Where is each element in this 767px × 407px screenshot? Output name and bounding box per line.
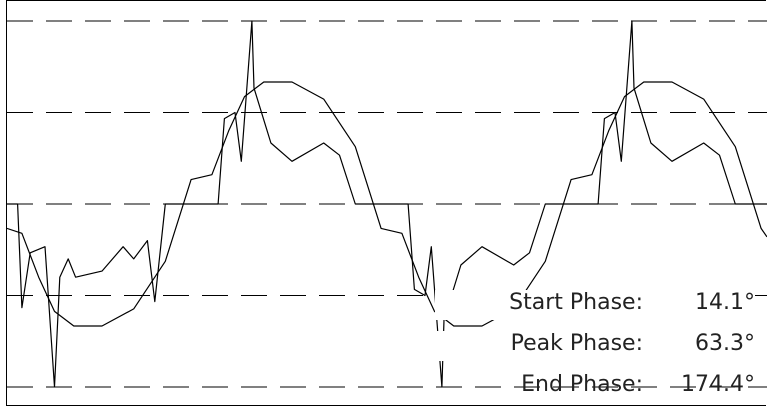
peak-phase-label: Peak Phase:	[510, 331, 643, 356]
peak-phase-readout: Peak Phase: 63.3°	[435, 331, 755, 361]
end-phase-value: 174.4°	[681, 372, 755, 397]
start-phase-value: 14.1°	[695, 290, 755, 315]
start-phase-label: Start Phase:	[509, 290, 643, 315]
start-phase-readout: Start Phase: 14.1°	[435, 290, 755, 320]
pulse-series-line	[7, 20, 767, 388]
end-phase-readout: End Phase: 174.4°	[435, 372, 755, 402]
series-group	[7, 20, 767, 388]
end-phase-label: End Phase:	[521, 372, 643, 397]
peak-phase-value: 63.3°	[695, 331, 755, 356]
